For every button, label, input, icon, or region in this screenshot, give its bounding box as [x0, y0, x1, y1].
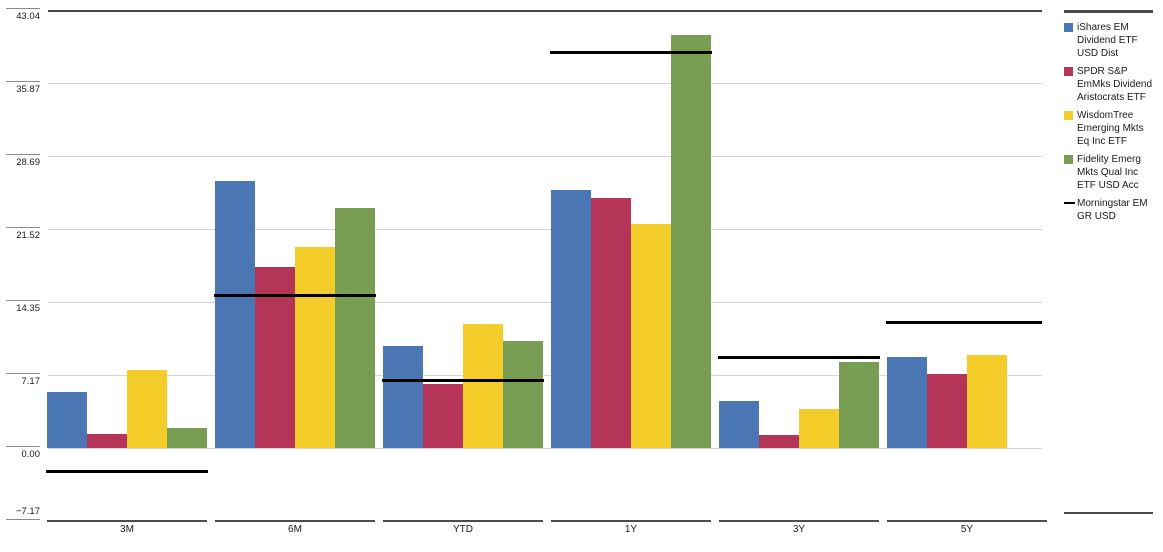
benchmark-line-3M [46, 470, 208, 473]
bar-3Y-series2[interactable] [759, 435, 799, 448]
bar-3Y-series4[interactable] [839, 362, 879, 448]
category-axis-segment [47, 520, 207, 522]
category-axis-segment [887, 520, 1047, 522]
y-axis-tick [6, 81, 40, 82]
gridline [48, 448, 1042, 449]
bar-YTD-series1[interactable] [383, 346, 423, 448]
bar-5Y-series2[interactable] [927, 374, 967, 448]
legend-item-1[interactable]: iShares EM Dividend ETF USD Dist [1064, 21, 1153, 60]
legend-item-label: Morningstar EM GR USD [1077, 198, 1148, 222]
category-axis-segment [215, 520, 375, 522]
legend-item-label: SPDR S&P EmMks Dividend Aristocrats ETF [1077, 66, 1153, 103]
y-axis-label: 0.00 [21, 449, 41, 460]
y-axis-label: 28.69 [16, 157, 40, 168]
y-axis-tick [6, 519, 40, 520]
legend-item-4[interactable]: Fidelity Emerg Mkts Qual Inc ETF USD Acc [1064, 153, 1153, 192]
y-axis-label: 14.35 [16, 303, 40, 314]
category-label-3M: 3M [120, 524, 134, 535]
legend-item-5[interactable]: Morningstar EM GR USD [1064, 197, 1153, 223]
benchmark-line-YTD [382, 379, 544, 382]
y-axis-tick [6, 300, 40, 301]
y-axis-label: −7.17 [15, 506, 40, 517]
gridline [48, 375, 1042, 376]
y-axis-tick [6, 373, 40, 374]
category-label-6M: 6M [288, 524, 302, 535]
bar-YTD-series4[interactable] [503, 341, 543, 448]
y-axis-label: 7.17 [21, 376, 41, 387]
category-label-5Y: 5Y [960, 524, 974, 535]
legend: iShares EM Dividend ETF USD Dist SPDR S&P… [1064, 10, 1153, 514]
bar-6M-series1[interactable] [215, 181, 255, 448]
benchmark-line-5Y [886, 321, 1042, 324]
y-axis-tick [6, 154, 40, 155]
category-axis-segment [383, 520, 543, 522]
y-axis-tick [6, 446, 40, 447]
bar-3Y-series1[interactable] [719, 401, 759, 448]
legend-item-2[interactable]: SPDR S&P EmMks Dividend Aristocrats ETF [1064, 65, 1153, 104]
category-axis-segment [551, 520, 711, 522]
bar-YTD-series3[interactable] [463, 324, 503, 448]
bar-1Y-series4[interactable] [671, 35, 711, 448]
gridline [48, 83, 1042, 84]
bar-5Y-series1[interactable] [887, 357, 927, 448]
bar-6M-series3[interactable] [295, 247, 335, 448]
bar-6M-series4[interactable] [335, 208, 375, 448]
series-swatch-icon [1064, 23, 1073, 32]
benchmark-line-3Y [718, 356, 880, 359]
legend-item-label: WisdomTree Emerging Mkts Eq Inc ETF [1077, 110, 1144, 147]
bar-3M-series1[interactable] [47, 392, 87, 448]
category-axis-segment [719, 520, 879, 522]
gridline [48, 229, 1042, 230]
category-label-1Y: 1Y [624, 524, 638, 535]
category-label-3Y: 3Y [792, 524, 806, 535]
gridline [48, 156, 1042, 157]
benchmark-line-1Y [550, 51, 712, 54]
legend-item-3[interactable]: WisdomTree Emerging Mkts Eq Inc ETF [1064, 109, 1153, 148]
legend-item-label: Fidelity Emerg Mkts Qual Inc ETF USD Acc [1077, 154, 1141, 191]
series-swatch-icon [1064, 155, 1073, 164]
bar-1Y-series3[interactable] [631, 224, 671, 448]
bar-1Y-series2[interactable] [591, 198, 631, 448]
benchmark-line-6M [214, 294, 376, 297]
gridline [48, 302, 1042, 303]
y-axis-tick [6, 227, 40, 228]
bar-6M-series2[interactable] [255, 267, 295, 448]
bar-5Y-series3[interactable] [967, 355, 1007, 448]
y-axis-label: 21.52 [16, 230, 40, 241]
y-axis-label: 43.04 [16, 11, 40, 22]
benchmark-line-swatch-icon [1064, 202, 1075, 204]
legend-item-label: iShares EM Dividend ETF USD Dist [1077, 22, 1138, 59]
bar-3Y-series3[interactable] [799, 409, 839, 448]
series-swatch-icon [1064, 111, 1073, 120]
bar-3M-series2[interactable] [87, 434, 127, 448]
y-axis-tick [6, 8, 40, 9]
bar-3M-series4[interactable] [167, 428, 207, 448]
category-label-YTD: YTD [453, 524, 473, 535]
bar-YTD-series2[interactable] [423, 384, 463, 448]
y-axis-label: 35.87 [16, 84, 40, 95]
series-swatch-icon [1064, 67, 1073, 76]
bar-3M-series3[interactable] [127, 370, 167, 448]
chart-top-gridline [48, 10, 1042, 12]
bar-1Y-series1[interactable] [551, 190, 591, 448]
